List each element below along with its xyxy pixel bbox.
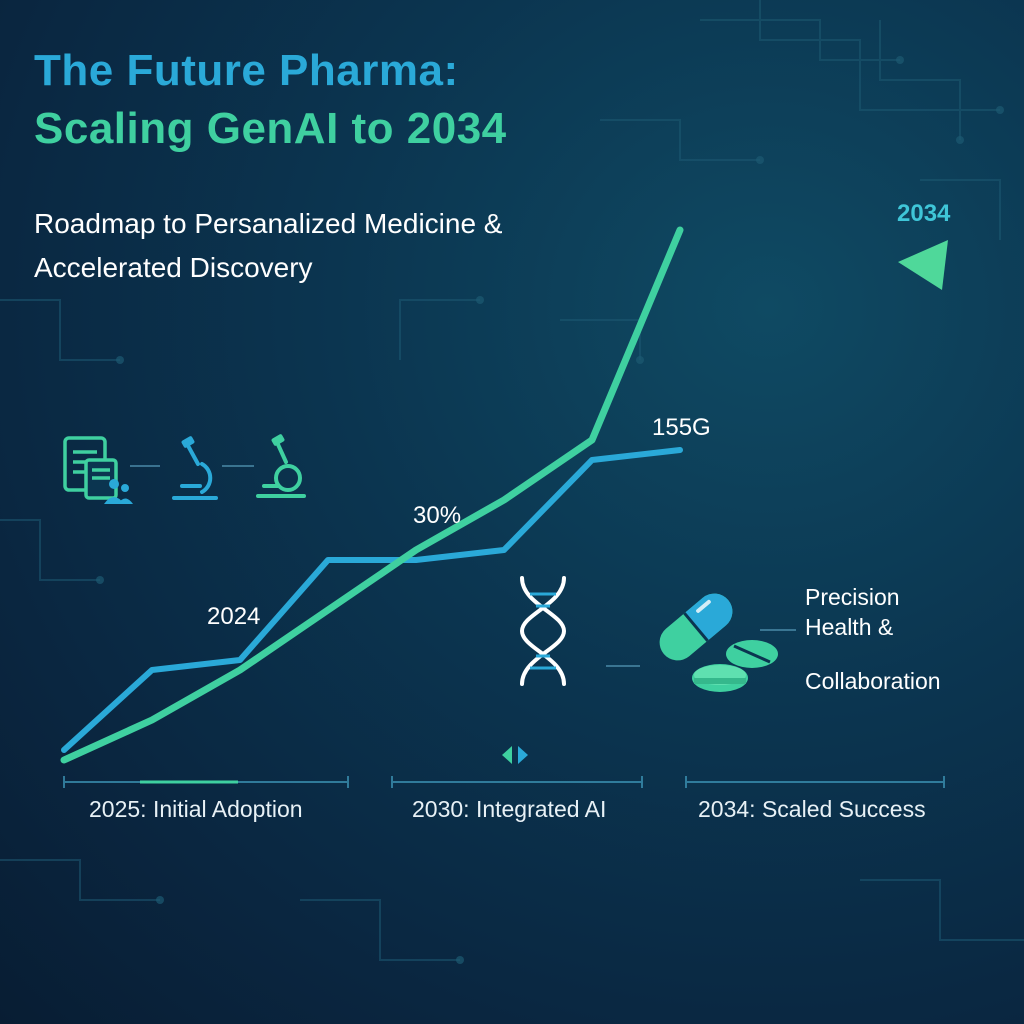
subtitle: Roadmap to Persanalized Medicine & Accel… xyxy=(34,202,502,290)
title-line-1: The Future Pharma: xyxy=(34,46,459,95)
side-line-1: Precision xyxy=(805,584,900,610)
side-line-2: Health & xyxy=(805,614,894,640)
annotation-30-percent: 30% xyxy=(413,502,462,529)
trend-arrow-head xyxy=(898,240,948,290)
dna-icon xyxy=(519,576,567,686)
documents-users-icon xyxy=(63,436,133,504)
microscope-icon xyxy=(256,434,306,498)
side-label: Precision Health & Collaboration xyxy=(805,582,941,696)
annotation-2024: 2024 xyxy=(207,603,261,630)
microscope-icon xyxy=(172,436,218,500)
phase-label-2025: 2025: Initial Adoption xyxy=(89,796,303,822)
series-line-green-trend xyxy=(60,226,684,764)
pill-capsule-icon xyxy=(659,593,733,661)
subtitle-line-1: Roadmap to Persanalized Medicine & xyxy=(34,208,503,239)
series-line-blue-trend xyxy=(61,447,683,753)
annotation-2034: 2034 xyxy=(897,200,951,227)
phase-label-2030: 2030: Integrated AI xyxy=(412,796,607,822)
side-line-3: Collaboration xyxy=(805,668,941,694)
annotation-155g: 155G xyxy=(652,414,711,441)
phase-label-2034: 2034: Scaled Success xyxy=(698,796,926,822)
subtitle-line-2: Accelerated Discovery xyxy=(34,252,313,283)
page-title: The Future Pharma: Scaling GenAI to 2034 xyxy=(34,42,507,158)
tablets-icon xyxy=(692,640,778,692)
title-line-2: Scaling GenAI to 2034 xyxy=(34,104,507,153)
split-arrows-icon xyxy=(502,746,528,764)
